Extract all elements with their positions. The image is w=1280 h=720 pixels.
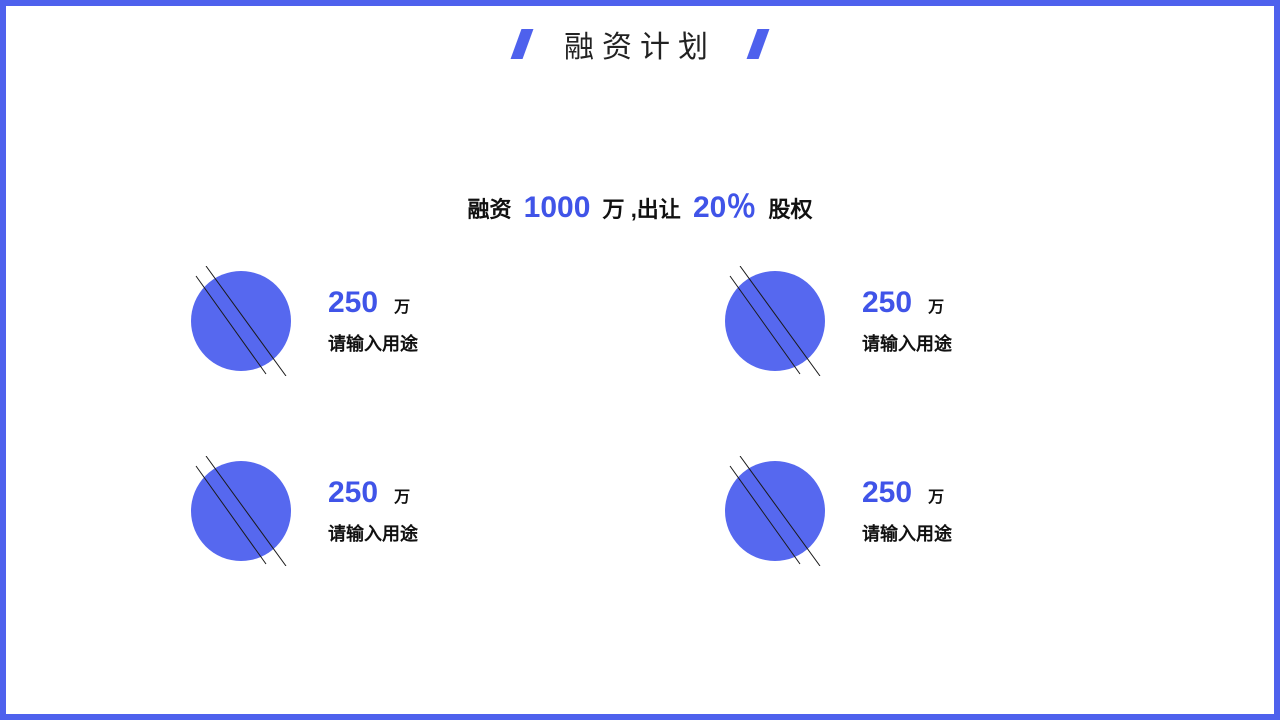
slash-left-icon <box>511 29 534 59</box>
item-amount: 250 <box>862 286 912 320</box>
headline-percent: 20％ <box>687 191 762 224</box>
item-desc: 请输入用途 <box>328 330 418 356</box>
item-unit: 万 <box>394 483 410 507</box>
page-title: 融资计划 <box>564 22 716 66</box>
headline-mid: ,出让 <box>631 197 681 222</box>
headline-amount-unit: 万 <box>603 197 625 222</box>
item-desc: 请输入用途 <box>862 520 952 546</box>
bullet-icon <box>186 266 296 376</box>
item-amount: 250 <box>328 286 378 320</box>
item-amount: 250 <box>328 476 378 510</box>
bullet-icon <box>720 266 830 376</box>
bullet-icon <box>186 456 296 566</box>
headline-suffix: 股权 <box>768 197 812 222</box>
item-desc: 请输入用途 <box>328 520 418 546</box>
item-amount: 250 <box>862 476 912 510</box>
headline: 融资 1000 万 ,出让 20％ 股权 <box>6 182 1274 226</box>
list-item: 250 万 请输入用途 <box>720 456 1134 566</box>
headline-amount: 1000 <box>518 191 597 224</box>
item-unit: 万 <box>928 293 944 317</box>
list-item: 250 万 请输入用途 <box>720 266 1134 376</box>
bullet-icon <box>720 456 830 566</box>
item-unit: 万 <box>394 293 410 317</box>
slash-right-icon <box>747 29 770 59</box>
item-unit: 万 <box>928 483 944 507</box>
list-item: 250 万 请输入用途 <box>186 456 600 566</box>
headline-prefix: 融资 <box>468 197 512 222</box>
items-grid: 250 万 请输入用途 250 万 请输入用途 250 万 <box>186 266 1134 566</box>
title-row: 融资计划 <box>6 22 1274 66</box>
item-desc: 请输入用途 <box>862 330 952 356</box>
list-item: 250 万 请输入用途 <box>186 266 600 376</box>
